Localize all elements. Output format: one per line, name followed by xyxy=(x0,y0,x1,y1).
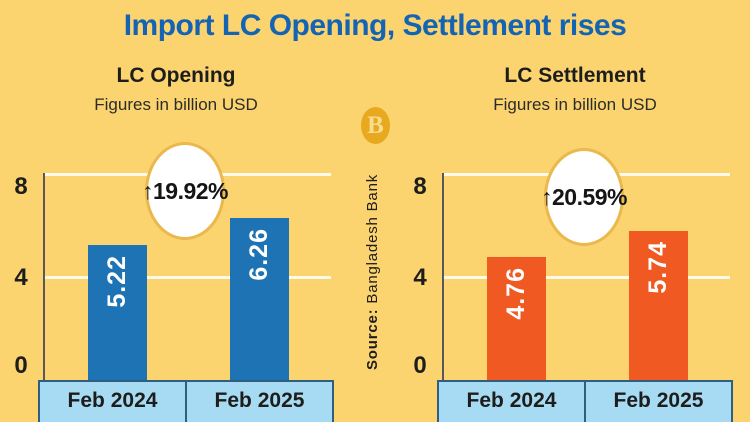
x-category-feb-2024: Feb 2024 xyxy=(67,389,158,412)
gridline-4 xyxy=(45,275,331,279)
bar-feb-2025: 5.74 xyxy=(629,231,688,380)
y-tick-4: 4 xyxy=(413,263,427,291)
source-attribution: Source: Bangladesh Bank xyxy=(364,166,384,378)
bar-feb-2025: 6.26 xyxy=(230,218,289,380)
page-title: Import LC Opening, Settlement rises xyxy=(123,9,627,42)
bar-value-label: 5.74 xyxy=(644,241,672,294)
change-badge-text: ↑20.59% xyxy=(541,183,628,210)
plot-area: 8 4 0 4.76 5.74 Feb 2024 Feb 2025 xyxy=(413,173,733,422)
gridline-4 xyxy=(444,275,730,279)
chart-subtitle: Figures in billion USD xyxy=(94,95,258,114)
y-tick-0: 0 xyxy=(14,352,28,379)
y-tick-0: 0 xyxy=(413,352,427,379)
change-badge-text: ↑19.92% xyxy=(142,177,229,204)
bar-value-label: 4.76 xyxy=(502,267,530,320)
source-label: Source: xyxy=(364,308,381,371)
bar-feb-2024: 4.76 xyxy=(487,257,546,380)
change-badge: ↑19.92% xyxy=(142,142,229,240)
chart-title: LC Settlement xyxy=(504,64,646,87)
chart-subtitle: Figures in billion USD xyxy=(493,95,657,114)
y-tick-4: 4 xyxy=(14,263,28,291)
chart-lc-opening: LC Opening Figures in billion USD 8 4 0 … xyxy=(6,62,344,422)
x-category-feb-2025: Feb 2025 xyxy=(185,382,332,422)
source-name: Bangladesh Bank xyxy=(364,174,381,309)
x-category-feb-2024: Feb 2024 xyxy=(466,389,557,412)
x-axis-strip: Feb 2024 Feb 2025 xyxy=(38,380,334,422)
y-tick-8: 8 xyxy=(413,173,427,200)
chart-title: LC Opening xyxy=(116,64,236,87)
chart-lc-settlement: LC Settlement Figures in billion USD 8 4… xyxy=(405,62,743,422)
bar-feb-2024: 5.22 xyxy=(88,245,147,380)
x-category-feb-2025: Feb 2025 xyxy=(584,382,731,422)
logo-letter: B xyxy=(367,112,384,139)
bar-value-label: 6.26 xyxy=(245,228,273,281)
x-axis-strip: Feb 2024 Feb 2025 xyxy=(437,380,733,422)
y-tick-8: 8 xyxy=(14,173,28,200)
bar-value-label: 5.22 xyxy=(103,255,131,308)
plot-area: 8 4 0 5.22 6.26 Feb 2024 Feb 2025 xyxy=(14,173,334,422)
publisher-logo-icon: B xyxy=(361,107,390,144)
change-badge: ↑20.59% xyxy=(541,148,628,246)
